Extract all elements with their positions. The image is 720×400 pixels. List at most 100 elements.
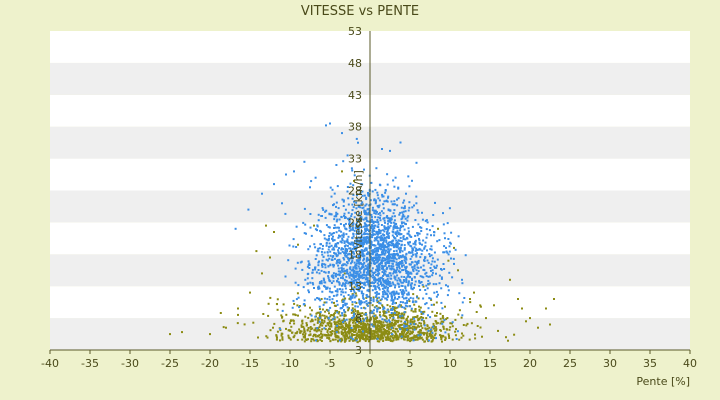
data-point-olive <box>435 322 438 325</box>
data-point-olive <box>414 323 417 326</box>
data-point-blue <box>345 227 347 230</box>
data-point-blue <box>386 282 389 285</box>
data-point-blue <box>332 246 335 249</box>
data-point-blue <box>340 290 343 293</box>
data-point-blue <box>398 296 401 299</box>
data-point-blue <box>417 223 420 226</box>
data-point-olive <box>318 334 321 337</box>
data-point-blue <box>393 294 396 297</box>
data-point-blue <box>407 209 410 212</box>
data-point-olive <box>418 309 421 312</box>
data-point-blue <box>407 215 410 218</box>
data-point-blue <box>387 275 390 278</box>
data-point-blue <box>322 303 325 306</box>
data-point-blue <box>373 239 376 242</box>
data-point-blue <box>376 257 379 260</box>
data-point-olive <box>423 340 426 343</box>
data-point-blue <box>371 276 374 279</box>
data-point-blue <box>403 248 406 251</box>
data-point-blue <box>411 288 414 291</box>
data-point-blue <box>392 244 395 247</box>
y-tick-label: 53 <box>348 25 362 38</box>
data-point-olive <box>387 338 390 341</box>
data-point-blue <box>387 274 390 277</box>
data-point-blue <box>385 279 388 282</box>
data-point-blue <box>378 288 381 291</box>
data-point-olive <box>280 332 283 335</box>
data-point-blue <box>407 273 410 276</box>
data-point-olive <box>379 307 381 309</box>
data-point-blue <box>399 224 402 227</box>
data-point-blue <box>375 265 378 268</box>
data-point-olive <box>359 334 362 337</box>
data-point-blue <box>421 249 424 252</box>
data-point-blue <box>382 259 385 262</box>
data-point-blue <box>306 265 309 268</box>
data-point-blue <box>377 213 380 215</box>
data-point-blue <box>335 213 338 216</box>
data-point-blue <box>340 247 343 250</box>
data-point-blue <box>403 306 406 309</box>
data-point-blue <box>314 266 317 269</box>
data-point-blue <box>405 296 408 299</box>
data-point-olive <box>356 332 359 335</box>
data-point-blue <box>363 232 366 234</box>
data-point-blue <box>403 205 406 208</box>
data-point-blue <box>359 251 361 254</box>
data-point-blue <box>428 253 431 255</box>
data-point-blue <box>393 312 396 314</box>
data-point-blue <box>383 253 386 256</box>
data-point-blue <box>377 248 379 251</box>
data-point-blue <box>340 276 342 279</box>
data-point-blue <box>383 265 386 268</box>
data-point-olive <box>325 315 328 318</box>
data-point-blue <box>355 274 358 277</box>
data-point-blue <box>377 250 380 253</box>
data-point-blue <box>370 181 373 184</box>
data-point-blue <box>327 248 330 251</box>
data-point-olive <box>347 331 350 334</box>
data-point-blue <box>392 301 395 304</box>
data-point-blue <box>293 170 295 173</box>
data-point-blue <box>393 254 395 257</box>
data-point-blue <box>364 247 367 250</box>
data-point-blue <box>382 242 384 245</box>
data-point-blue <box>406 275 409 278</box>
data-point-blue <box>344 248 347 250</box>
data-point-blue <box>365 211 368 214</box>
data-point-blue <box>379 278 381 281</box>
data-point-blue <box>432 283 435 286</box>
data-point-olive <box>363 306 366 309</box>
data-point-blue <box>388 320 391 323</box>
data-point-olive <box>351 329 353 332</box>
data-point-blue <box>385 268 388 271</box>
data-point-blue <box>361 201 364 204</box>
data-point-blue <box>374 247 377 250</box>
data-point-blue <box>326 251 329 254</box>
data-point-blue <box>308 262 311 265</box>
data-point-olive <box>359 315 362 317</box>
data-point-blue <box>385 280 388 283</box>
data-point-olive <box>426 325 429 328</box>
data-point-blue <box>360 274 362 277</box>
data-point-blue <box>375 237 378 240</box>
data-point-olive <box>378 314 381 317</box>
data-point-olive <box>430 330 432 333</box>
data-point-blue <box>324 210 327 213</box>
data-point-blue <box>424 241 427 244</box>
data-point-olive <box>289 322 291 325</box>
data-point-blue <box>334 274 337 277</box>
data-point-blue <box>396 264 399 267</box>
y-tick-label: 28 <box>348 185 362 198</box>
data-point-blue <box>390 221 393 224</box>
data-point-blue <box>364 236 367 239</box>
data-point-blue <box>409 258 412 260</box>
data-point-olive <box>411 330 414 333</box>
data-point-blue <box>341 198 344 201</box>
data-point-olive <box>401 328 404 331</box>
data-point-olive <box>297 243 299 246</box>
data-point-olive <box>276 298 279 301</box>
data-point-blue <box>344 222 347 225</box>
data-point-blue <box>332 239 335 242</box>
data-point-blue <box>407 175 410 178</box>
